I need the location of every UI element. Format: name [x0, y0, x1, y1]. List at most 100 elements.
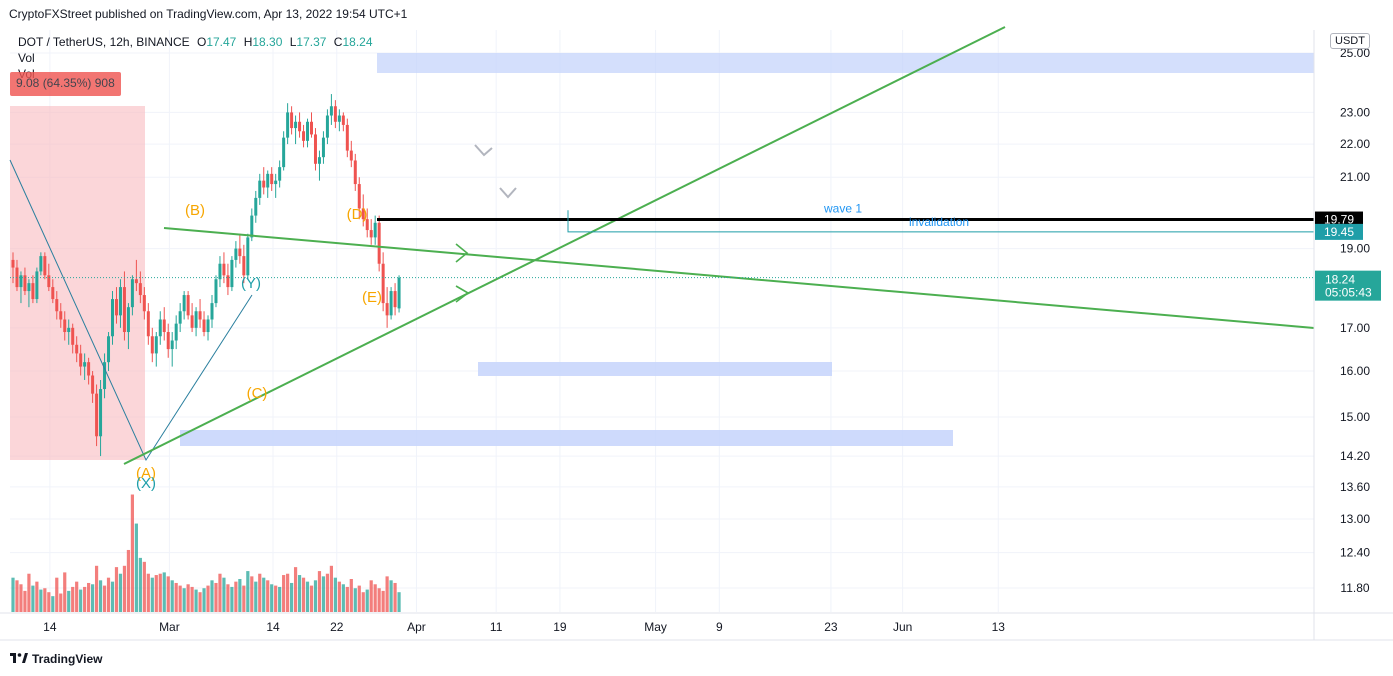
low-value: 17.37 — [296, 35, 327, 49]
bar-countdown: 05:05:43 — [1325, 286, 1372, 300]
candle-body — [381, 263, 385, 304]
candle — [198, 299, 202, 328]
candle-body — [294, 121, 298, 129]
candle — [262, 167, 266, 195]
candle-body — [154, 336, 158, 354]
candle-body — [194, 311, 198, 328]
candle — [103, 353, 107, 399]
price-tick-label: 19.00 — [1340, 242, 1370, 256]
candle-body — [166, 332, 170, 350]
candle — [122, 271, 126, 341]
volume-bar — [87, 582, 91, 612]
volume-bar — [178, 585, 182, 612]
candle — [270, 167, 274, 191]
volume-bar — [290, 582, 294, 612]
candle-body — [158, 319, 162, 337]
candle — [55, 291, 59, 320]
candle — [222, 252, 226, 284]
volume-bar — [59, 593, 63, 612]
candle-body — [317, 157, 321, 164]
candles — [11, 94, 401, 457]
candle — [373, 215, 377, 245]
candle — [274, 173, 278, 198]
volume-bar — [118, 573, 123, 612]
tradingview-logo[interactable]: TradingView — [10, 651, 102, 666]
volume-bar — [313, 580, 318, 612]
trend-arrow-upper — [455, 243, 469, 263]
candle — [210, 295, 214, 328]
candle-body — [19, 275, 23, 288]
candle-body — [278, 167, 282, 181]
candle — [333, 100, 337, 129]
volume-bar — [134, 523, 138, 612]
wave-label-x: (X) — [136, 475, 156, 492]
candle-body — [365, 219, 369, 231]
candle — [238, 233, 242, 264]
pointer-arrow — [474, 144, 493, 157]
volume-bar — [35, 581, 39, 612]
pointer-arrow — [499, 187, 517, 199]
candle-body — [234, 248, 238, 260]
symbol-legend[interactable]: DOT / TetherUS, 12h, BINANCE O17.47 H18.… — [18, 35, 373, 49]
candle-body — [202, 319, 206, 333]
candle — [341, 112, 345, 132]
candle — [111, 291, 114, 345]
time-tick-label: May — [644, 620, 667, 634]
time-tick-label: 22 — [330, 620, 344, 634]
candle-body — [298, 121, 302, 132]
candle-body — [258, 180, 262, 198]
volume-bar — [274, 585, 278, 612]
candle-body — [103, 362, 107, 390]
candle — [19, 271, 23, 304]
volume-bar — [337, 581, 341, 612]
high-value: 18.30 — [252, 35, 283, 49]
candle-body — [210, 303, 214, 320]
candle — [63, 311, 67, 341]
volume-bar — [11, 577, 15, 612]
candle-body — [230, 259, 234, 288]
candle — [35, 267, 39, 304]
close-label: C — [333, 35, 343, 49]
wave-label-b: (B) — [185, 202, 205, 219]
candle — [337, 109, 341, 132]
volume-bar — [258, 573, 262, 612]
volume-bar — [162, 572, 166, 612]
candle — [349, 140, 353, 168]
candle-body — [43, 256, 47, 276]
candle — [71, 323, 75, 354]
volume-bar — [98, 580, 103, 612]
volume-bar — [293, 567, 298, 612]
time-tick-label: Apr — [407, 620, 426, 634]
vol-indicator-title[interactable]: Vol — [18, 51, 35, 65]
candle-body — [353, 160, 357, 185]
candle-body — [266, 173, 270, 188]
candle-body — [87, 362, 91, 376]
volume-bar — [254, 581, 258, 612]
volume-bar — [158, 573, 162, 612]
candle — [118, 279, 122, 328]
volume-bar — [214, 582, 218, 612]
candle — [23, 267, 27, 296]
tradingview-logo-icon — [10, 651, 28, 666]
volume-bar — [102, 585, 107, 612]
price-chart[interactable]: wave 1 invalidation (B) (D) (E) (C) (Y) (A)(X) 2… — [0, 26, 1393, 646]
candle-body — [79, 353, 83, 367]
currency-unit-button[interactable]: USDT — [1330, 33, 1370, 49]
candle — [302, 124, 306, 148]
candle-body — [83, 362, 87, 367]
volume-bar — [385, 576, 389, 612]
wave-label-y: (Y) — [241, 275, 261, 292]
candle-body — [302, 131, 306, 141]
candle — [294, 115, 298, 145]
volume-bar — [194, 589, 198, 612]
candle — [206, 315, 210, 341]
candle — [31, 275, 35, 304]
price-tick-label: 13.00 — [1340, 512, 1370, 526]
volume-bar — [55, 577, 59, 612]
candle — [310, 112, 313, 138]
volume-bar — [130, 494, 134, 612]
candle — [214, 275, 218, 308]
volume-bar — [333, 577, 337, 612]
candle-body — [250, 215, 254, 238]
resistance-zone — [377, 53, 1314, 73]
